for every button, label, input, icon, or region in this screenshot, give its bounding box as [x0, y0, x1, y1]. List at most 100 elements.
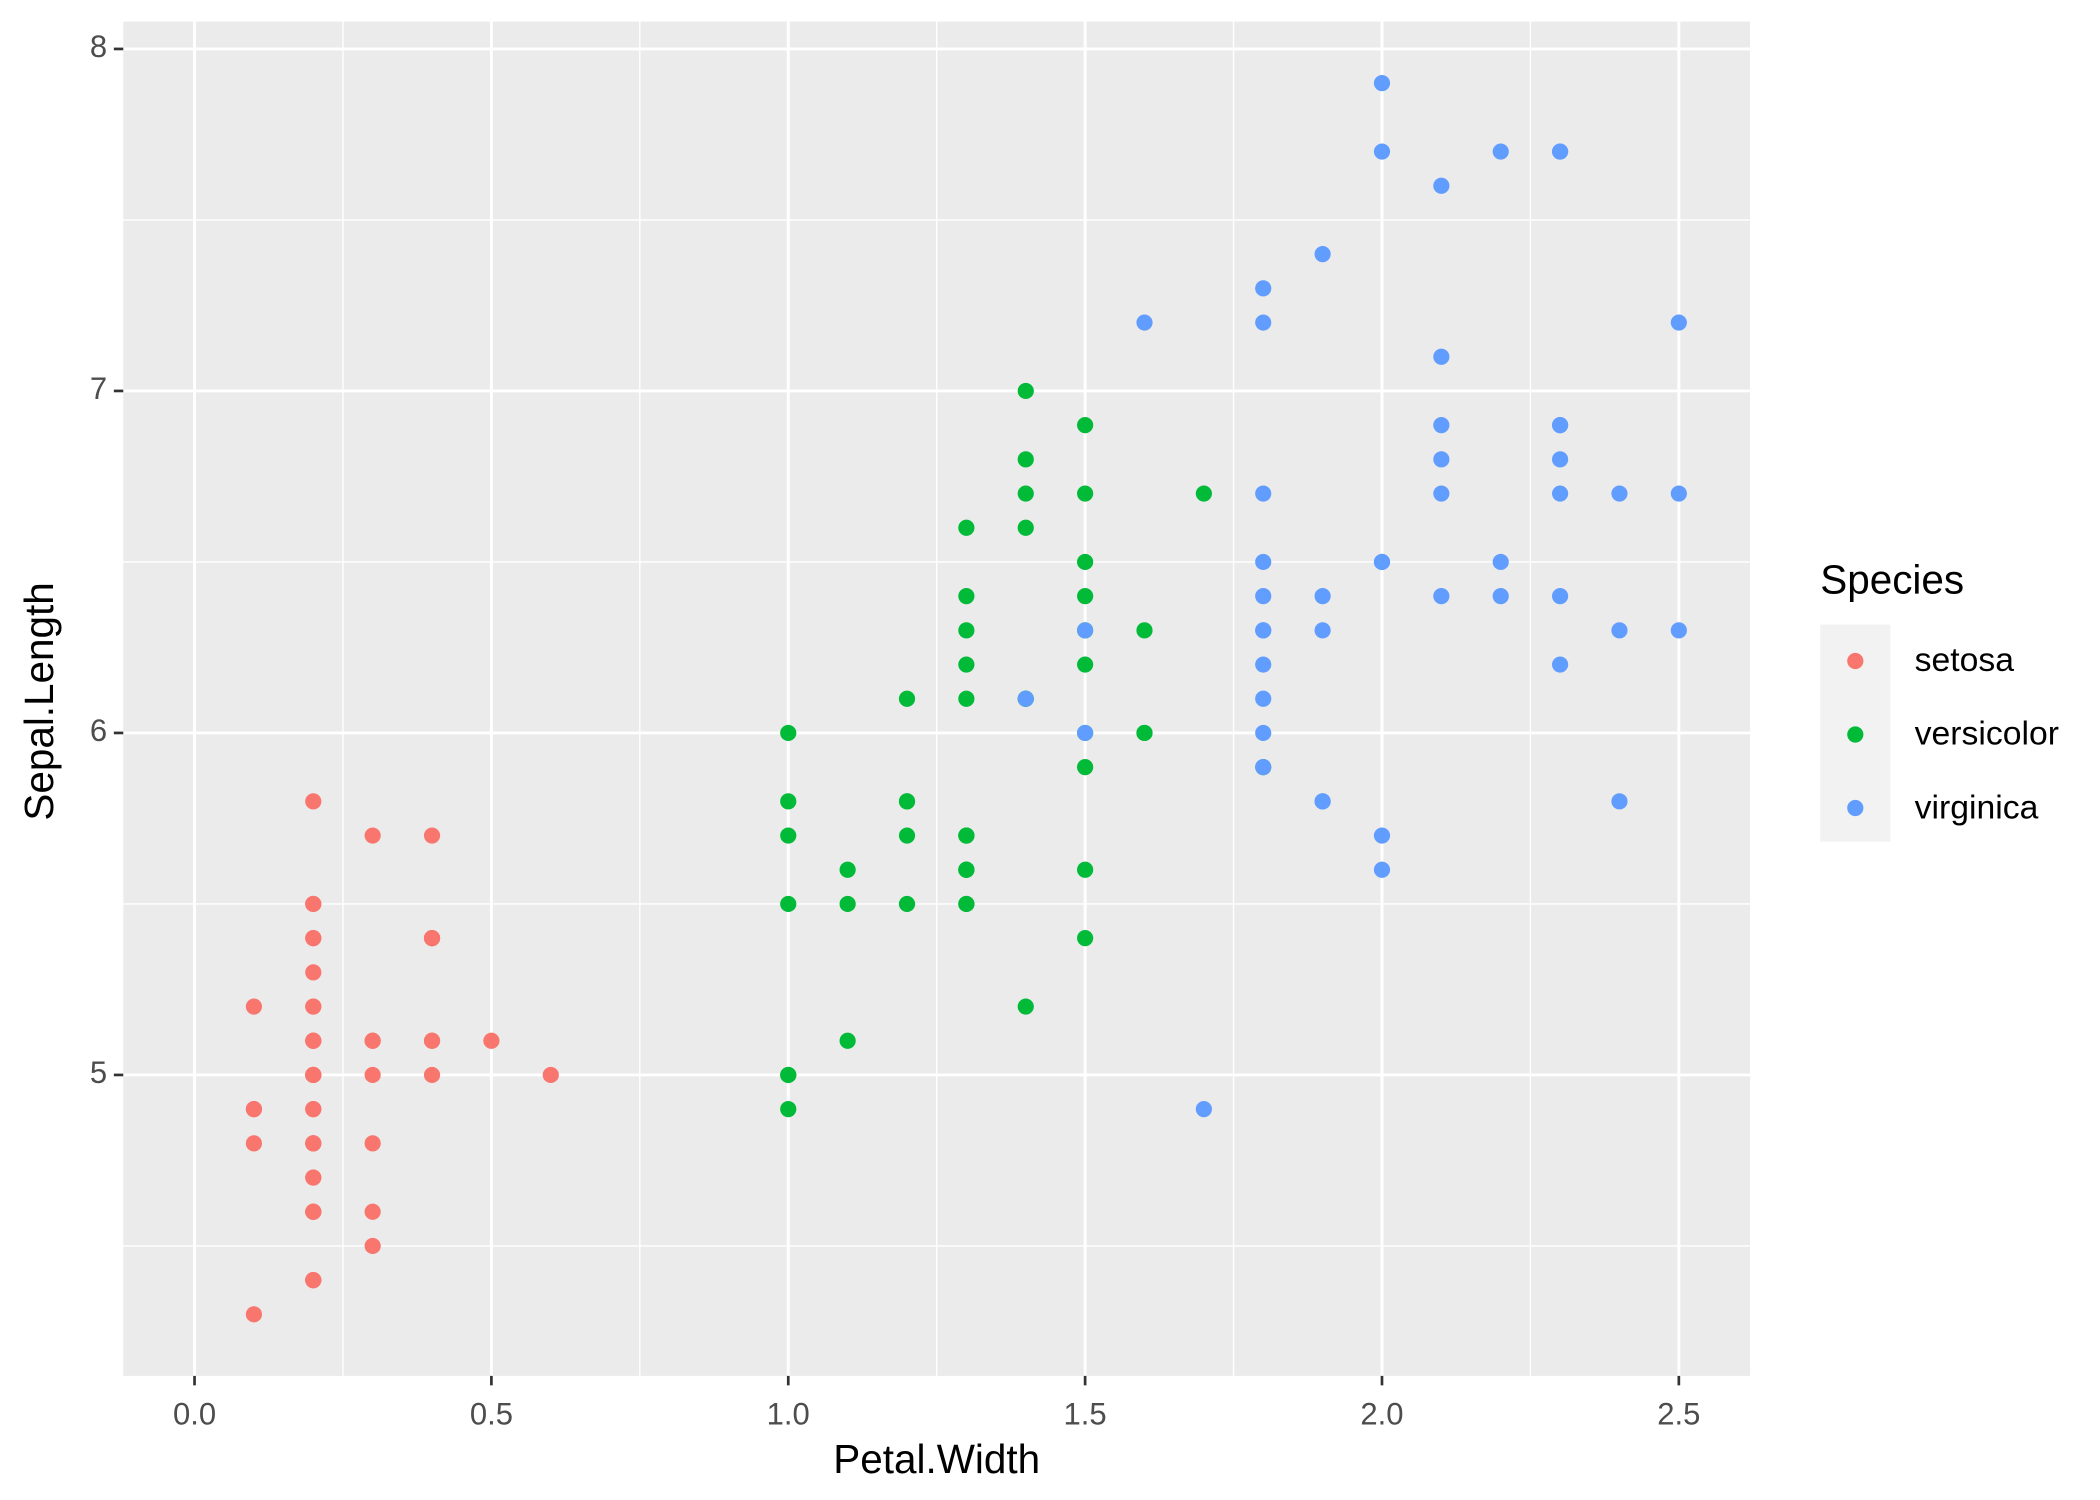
point	[780, 827, 797, 844]
point	[958, 588, 975, 605]
point	[1255, 759, 1272, 776]
point	[305, 1203, 322, 1220]
point	[364, 1135, 381, 1152]
point	[1373, 75, 1391, 92]
point	[1552, 656, 1569, 673]
point	[1314, 793, 1331, 810]
point	[1670, 485, 1687, 502]
point	[1017, 690, 1034, 707]
point	[1552, 143, 1569, 160]
point	[1017, 451, 1034, 468]
x-axis-label: Petal.Width	[833, 1436, 1040, 1482]
y-tick-label: 6	[90, 713, 107, 748]
point	[305, 998, 322, 1015]
legend-marker	[1847, 726, 1864, 743]
x-tick-label: 2.5	[1657, 1397, 1700, 1432]
point	[245, 1101, 263, 1118]
point	[958, 622, 975, 639]
point	[364, 1237, 381, 1255]
point	[1077, 485, 1094, 502]
legend-label: setosa	[1915, 641, 2015, 679]
x-tick-label: 0.5	[470, 1397, 513, 1432]
y-axis-label: Sepal.Length	[16, 582, 62, 820]
point	[305, 1032, 322, 1049]
point	[1017, 485, 1034, 502]
point	[542, 1066, 559, 1084]
point	[898, 895, 916, 913]
y-tick-label: 8	[90, 29, 107, 64]
point	[1611, 485, 1628, 502]
point	[898, 827, 916, 844]
point	[1077, 622, 1094, 639]
point	[1255, 314, 1272, 331]
y-tick-label: 5	[90, 1055, 107, 1090]
point	[958, 895, 975, 913]
point	[1433, 348, 1450, 365]
point	[1077, 861, 1094, 878]
point	[1492, 553, 1509, 571]
point	[1552, 588, 1569, 605]
x-tick-label: 0.0	[173, 1397, 216, 1432]
point	[364, 1203, 381, 1220]
legend-label: versicolor	[1915, 715, 2059, 753]
point	[1077, 588, 1094, 605]
point	[423, 1032, 441, 1049]
point	[1017, 998, 1034, 1015]
point	[305, 964, 322, 981]
point	[958, 861, 975, 878]
point	[1077, 930, 1094, 947]
point	[1492, 588, 1509, 605]
point	[423, 930, 441, 947]
point	[780, 895, 797, 913]
point	[1314, 246, 1331, 263]
point	[1433, 177, 1450, 194]
legend-label: virginica	[1915, 788, 2039, 826]
point	[305, 930, 322, 947]
point	[305, 895, 322, 913]
point	[1077, 724, 1094, 742]
point	[1136, 724, 1153, 742]
point	[1314, 622, 1331, 639]
point	[1433, 588, 1450, 605]
point	[245, 1135, 263, 1152]
point	[305, 1272, 322, 1289]
point	[364, 1066, 381, 1084]
point	[1077, 553, 1094, 571]
point	[1433, 485, 1450, 502]
point	[1255, 485, 1272, 502]
x-tick-label: 1.0	[767, 1397, 810, 1432]
x-tick-label: 2.0	[1360, 1397, 1403, 1432]
point	[1670, 622, 1687, 639]
point	[898, 690, 916, 707]
point	[1255, 622, 1272, 639]
point	[364, 827, 381, 844]
point	[1433, 451, 1450, 468]
point	[483, 1032, 500, 1049]
point	[305, 1066, 322, 1084]
point	[1017, 382, 1034, 400]
point	[423, 827, 441, 844]
point	[1373, 143, 1391, 160]
point	[780, 724, 797, 742]
point	[958, 656, 975, 673]
point	[423, 1066, 441, 1084]
point	[1373, 827, 1391, 844]
point	[1255, 690, 1272, 707]
point	[1552, 417, 1569, 434]
point	[1255, 588, 1272, 605]
point	[958, 690, 975, 707]
point	[1077, 759, 1094, 776]
point	[780, 1066, 797, 1084]
y-tick-label: 7	[90, 371, 107, 406]
point	[1552, 451, 1569, 468]
point	[898, 793, 916, 810]
point	[839, 895, 856, 913]
point	[1492, 143, 1509, 160]
point	[1077, 656, 1094, 673]
point	[780, 793, 797, 810]
point	[1195, 485, 1212, 502]
point	[1077, 417, 1094, 434]
point	[1611, 793, 1628, 810]
point	[1136, 314, 1153, 331]
